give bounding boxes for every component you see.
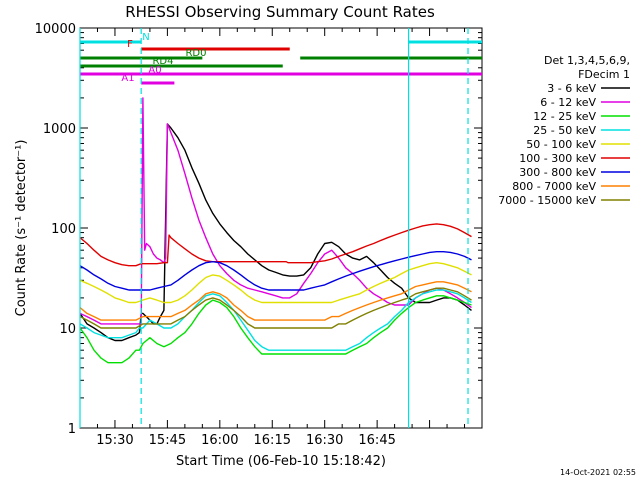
- legend-entry-label: 100 - 300 keV: [519, 152, 596, 165]
- plot-frame: [79, 27, 483, 429]
- y-tick-label: 1000: [43, 122, 76, 137]
- x-tick-label: 16:30: [306, 433, 343, 448]
- legend-entry-label: 12 - 25 keV: [533, 110, 596, 123]
- legend-header: FDecim 1: [578, 68, 630, 81]
- chart-title: RHESSI Observing Summary Count Rates: [125, 3, 435, 21]
- legend-header: Det 1,3,4,5,6,9,: [544, 54, 630, 67]
- flag-bar-label: RD4: [152, 56, 173, 67]
- y-tick-label: 100: [51, 222, 76, 237]
- flag-bar-label: RD0: [185, 48, 206, 59]
- x-tick-label: 16:00: [201, 433, 238, 448]
- footer-timestamp: 14-Oct-2021 02:55: [560, 468, 636, 477]
- x-tick-label: 15:30: [96, 433, 133, 448]
- series-line: [79, 123, 472, 342]
- x-axis-label: Start Time (06-Feb-10 15:18:42): [176, 454, 386, 469]
- series-line: [79, 281, 472, 321]
- legend-entry-label: 7000 - 15000 keV: [498, 194, 596, 207]
- x-tick-label: 16:45: [358, 433, 395, 448]
- flag-bar-label: A1: [121, 73, 134, 84]
- y-tick-label: 10: [59, 322, 76, 337]
- x-tick-label: 16:15: [254, 433, 291, 448]
- legend-entry-label: 3 - 6 keV: [547, 82, 596, 95]
- y-tick-label: 1: [68, 422, 76, 437]
- series-line: [79, 97, 472, 325]
- flag-bars: NF RD0 RD4 A1 A0: [80, 32, 482, 85]
- legend-entry-label: 25 - 50 keV: [533, 124, 596, 137]
- series-lines: [79, 97, 472, 364]
- vertical-markers: [79, 28, 469, 428]
- y-axis-label: Count Rate (s⁻¹ detector⁻¹): [14, 140, 29, 317]
- flag-bar-label: F: [127, 39, 133, 50]
- flag-bar-label: A0: [148, 65, 161, 76]
- legend-entry-label: 6 - 12 keV: [540, 96, 596, 109]
- series-line: [79, 223, 472, 267]
- legend-entry-label: 50 - 100 keV: [526, 138, 596, 151]
- x-tick-label: 15:45: [149, 433, 186, 448]
- y-tick-label: 10000: [35, 22, 76, 37]
- flag-bar-label: N: [142, 32, 149, 43]
- series-line: [79, 287, 472, 329]
- series-line: [79, 251, 472, 291]
- axis-ticks: 15:30 15:45 16:00 16:15 16:30 16:45 1 10 100 1000…: [35, 22, 482, 448]
- series-line: [79, 262, 472, 304]
- legend-entry-label: 300 - 800 keV: [519, 166, 596, 179]
- legend-entry-label: 800 - 7000 keV: [512, 180, 596, 193]
- series-line: [79, 295, 472, 364]
